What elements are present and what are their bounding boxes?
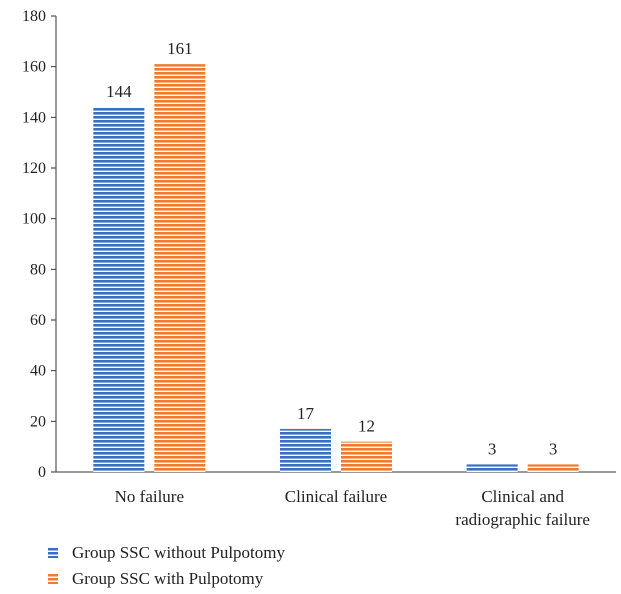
- y-tick-label: 160: [22, 59, 46, 76]
- legend: Group SSC without Pulpotomy Group SSC wi…: [48, 540, 285, 592]
- data-label: 3: [488, 439, 497, 458]
- y-tick-label: 180: [22, 8, 46, 25]
- x-category-label: Clinical and: [481, 487, 564, 506]
- legend-item-series-1: Group SSC without Pulpotomy: [48, 540, 285, 566]
- y-tick-label: 40: [30, 363, 46, 380]
- data-label: 161: [167, 39, 193, 58]
- bar-series-1-1: [93, 107, 145, 472]
- bar-chart: 0 20 40 60 80 100 120 140 160 180 144 161 No failure…: [22, 8, 616, 529]
- legend-label: Group SSC with Pulpotomy: [72, 569, 264, 588]
- data-label: 3: [549, 439, 558, 458]
- bar-series-1-2: [280, 428, 331, 472]
- bar-series-1-3: [466, 464, 518, 472]
- x-category-label: radiographic failure: [455, 510, 590, 529]
- bar-series-2-1: [154, 64, 206, 472]
- legend-label: Group SSC without Pulpotomy: [72, 543, 286, 562]
- x-category-label: Clinical failure: [285, 487, 387, 506]
- y-tick-label: 120: [22, 160, 46, 177]
- data-label: 144: [106, 82, 132, 101]
- bar-series-2-2: [341, 441, 392, 472]
- data-label: 17: [297, 404, 315, 423]
- y-tick-label: 60: [30, 312, 46, 329]
- y-tick-label: 0: [38, 464, 46, 481]
- y-tick-label: 140: [22, 109, 46, 126]
- legend-swatch: [48, 574, 58, 584]
- bar-series-2-3: [527, 464, 579, 472]
- y-tick-label: 100: [22, 211, 46, 228]
- x-category-label: No failure: [115, 487, 184, 506]
- data-label: 12: [358, 417, 375, 436]
- legend-swatch: [48, 548, 58, 558]
- y-tick-label: 20: [30, 413, 46, 430]
- legend-item-series-2: Group SSC with Pulpotomy: [48, 566, 285, 592]
- y-tick-label: 80: [30, 261, 46, 278]
